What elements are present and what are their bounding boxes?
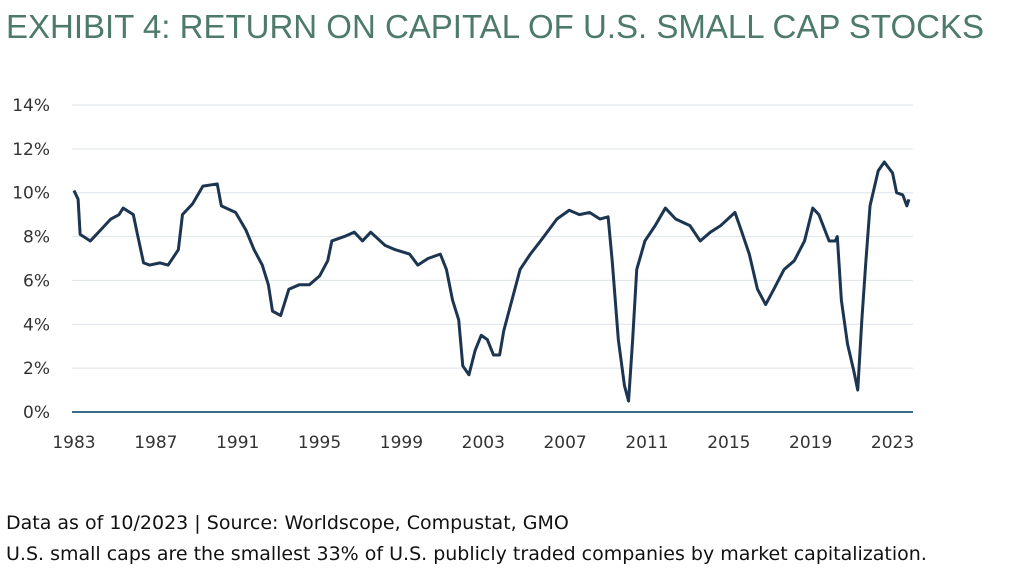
y-tick-label: 6% bbox=[23, 271, 50, 291]
x-tick-label: 1983 bbox=[52, 433, 95, 453]
x-tick-label: 2007 bbox=[543, 433, 586, 453]
source-note: Data as of 10/2023 | Source: Worldscope,… bbox=[6, 512, 569, 534]
x-tick-label: 1991 bbox=[216, 433, 259, 453]
x-tick-label: 2019 bbox=[789, 433, 832, 453]
y-tick-label: 8% bbox=[23, 228, 50, 248]
y-tick-label: 14% bbox=[12, 96, 50, 116]
x-tick-label: 2003 bbox=[462, 433, 505, 453]
data-line bbox=[72, 160, 911, 403]
y-tick-label: 12% bbox=[12, 140, 50, 160]
x-tick-label: 2015 bbox=[707, 433, 750, 453]
y-tick-label: 10% bbox=[12, 184, 50, 204]
y-tick-label: 0% bbox=[23, 403, 50, 423]
x-tick-label: 2023 bbox=[871, 433, 914, 453]
y-tick-label: 2% bbox=[23, 359, 50, 379]
footnote: U.S. small caps are the smallest 33% of … bbox=[6, 543, 927, 565]
x-tick-label: 1987 bbox=[134, 433, 177, 453]
x-tick-label: 1995 bbox=[298, 433, 341, 453]
y-tick-label: 4% bbox=[23, 315, 50, 335]
x-tick-label: 1999 bbox=[380, 433, 423, 453]
x-tick-label: 2011 bbox=[625, 433, 668, 453]
chart-title: EXHIBIT 4: RETURN ON CAPITAL OF U.S. SMA… bbox=[6, 8, 984, 45]
